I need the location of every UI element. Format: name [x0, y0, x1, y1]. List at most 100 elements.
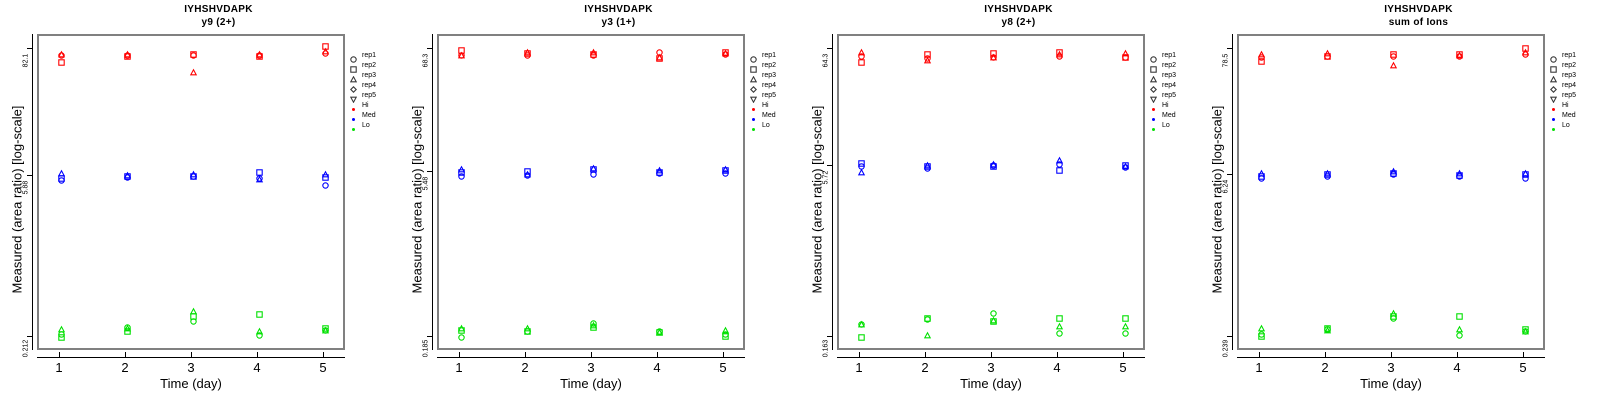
- x-tick-label: 4: [1053, 360, 1061, 375]
- triangle-up-icon: [1549, 70, 1560, 83]
- y-tick: [427, 48, 433, 49]
- y-tick-label: 82.1: [22, 53, 30, 68]
- x-tick: [1057, 352, 1058, 358]
- legend-entry-rep5: rep5: [749, 90, 800, 104]
- data-point-hi-rep3-day1: [57, 50, 65, 58]
- data-point-med-rep2-day4: [655, 169, 663, 176]
- data-point-med-rep2-day5: [1121, 162, 1129, 169]
- x-tick: [657, 352, 658, 358]
- data-point-hi-rep3-day3: [589, 48, 597, 56]
- data-point-med-rep2-day1: [857, 159, 865, 167]
- legend: rep1 rep2 rep3 rep4 rep5 Hi Med Lo: [349, 50, 400, 131]
- circle-icon: [1550, 50, 1560, 63]
- data-point-lo-rep3-day2: [923, 332, 931, 339]
- y-axis-line: [1232, 34, 1233, 350]
- data-point-hi-rep2-day1: [1257, 58, 1265, 65]
- legend-label: rep3: [362, 71, 377, 79]
- panel-title: IYHSHVDAPK: [984, 4, 1053, 15]
- data-point-med-rep3-day1: [1257, 169, 1265, 177]
- data-point-med-rep1-day2: [123, 174, 131, 181]
- data-point-med-rep3-day4: [255, 175, 263, 183]
- y-tick-label: 0.163: [822, 339, 830, 358]
- x-tick: [859, 352, 860, 358]
- x-tick: [1325, 352, 1326, 358]
- triangle-up-icon: [1149, 70, 1160, 83]
- x-tick-label: 3: [587, 360, 595, 375]
- data-point-hi-rep3-day5: [1521, 48, 1529, 56]
- data-point-med-rep1-day5: [321, 182, 329, 189]
- data-point-hi-rep3-day5: [321, 48, 329, 55]
- x-tick: [125, 352, 126, 358]
- legend-label: rep4: [1562, 81, 1577, 89]
- plot-area: [37, 34, 345, 350]
- data-point-lo-rep2-day3: [589, 324, 597, 332]
- x-tick: [1457, 352, 1458, 358]
- data-point-med-rep3-day2: [1323, 169, 1331, 177]
- data-point-med-rep3-day1: [857, 168, 865, 176]
- data-point-hi-rep3-day4: [1055, 50, 1063, 58]
- x-tick-label: 2: [521, 360, 529, 375]
- legend-entry-rep1: rep1: [350, 50, 400, 63]
- data-point-hi-rep1-day5: [321, 50, 329, 57]
- data-point-hi-rep2-day2: [123, 53, 131, 60]
- legend-entry-hi: Hi: [1150, 100, 1200, 111]
- data-point-med-rep3-day4: [655, 166, 663, 174]
- square-icon: [750, 60, 760, 73]
- data-point-med-rep1-day3: [589, 171, 597, 178]
- x-tick: [1259, 352, 1260, 358]
- legend-label: rep1: [362, 51, 377, 59]
- x-tick: [925, 352, 926, 358]
- data-point-lo-rep2-day1: [457, 326, 465, 334]
- data-point-hi-rep3-day1: [1257, 50, 1265, 58]
- triangle-up-icon: [749, 70, 760, 83]
- data-point-hi-rep1-day1: [1257, 53, 1265, 61]
- square-icon: [350, 60, 360, 73]
- data-point-med-rep3-day5: [721, 165, 729, 173]
- x-tick-label: 4: [653, 360, 661, 375]
- y-tick: [1227, 336, 1233, 337]
- legend-entry-rep3: rep3: [749, 70, 800, 83]
- square-icon: [1550, 60, 1560, 73]
- y-tick: [427, 336, 433, 337]
- x-tick: [257, 352, 258, 358]
- data-point-hi-rep2-day2: [523, 50, 531, 57]
- x-axis-title: Time (day): [560, 376, 622, 391]
- legend-entry-rep1: rep1: [1550, 50, 1600, 63]
- legend-label: Lo: [762, 121, 770, 129]
- data-point-med-rep2-day3: [1389, 170, 1397, 177]
- dot-icon: [1550, 100, 1560, 111]
- data-point-med-rep3-day3: [589, 164, 597, 172]
- x-tick: [1391, 352, 1392, 358]
- x-tick-label: 4: [253, 360, 261, 375]
- legend-entry-hi: Hi: [1550, 100, 1600, 111]
- legend: rep1 rep2 rep3 rep4 rep5 Hi Med Lo: [1549, 50, 1600, 131]
- legend-entry-lo: Lo: [750, 120, 800, 131]
- circle-icon: [1150, 50, 1160, 63]
- plot-area: [837, 34, 1145, 350]
- panel-3: IYHSHVDAPK y8 (2+) Measured (area ratio) […: [800, 0, 1200, 400]
- legend-entry-lo: Lo: [1150, 120, 1200, 131]
- y-tick: [1227, 48, 1233, 49]
- data-point-hi-rep2-day3: [589, 51, 597, 58]
- y-tick-label: 0.185: [422, 339, 430, 358]
- x-tick-label: 5: [719, 360, 727, 375]
- y-tick: [27, 175, 33, 177]
- legend-label: rep3: [1162, 71, 1177, 79]
- data-point-lo-rep3-day2: [523, 324, 531, 332]
- data-point-med-rep3-day3: [1389, 167, 1397, 175]
- y-tick: [27, 48, 33, 49]
- legend-entry-med: Med: [350, 110, 400, 121]
- data-point-lo-rep2-day4: [655, 329, 663, 337]
- y-axis-line: [832, 34, 833, 350]
- data-point-lo-rep2-day1: [57, 333, 65, 341]
- x-tick: [591, 352, 592, 358]
- triangle-up-icon: [349, 70, 360, 83]
- data-point-med-rep3-day5: [321, 170, 329, 178]
- data-point-med-rep2-day5: [1521, 171, 1529, 178]
- data-point-med-rep2-day4: [1055, 166, 1063, 174]
- data-point-lo-rep1-day5: [321, 326, 329, 334]
- panel-title: IYHSHVDAPK: [184, 4, 253, 15]
- legend-entry-rep3: rep3: [1149, 70, 1200, 83]
- dot-icon: [750, 100, 760, 111]
- data-point-med-rep2-day2: [923, 163, 931, 170]
